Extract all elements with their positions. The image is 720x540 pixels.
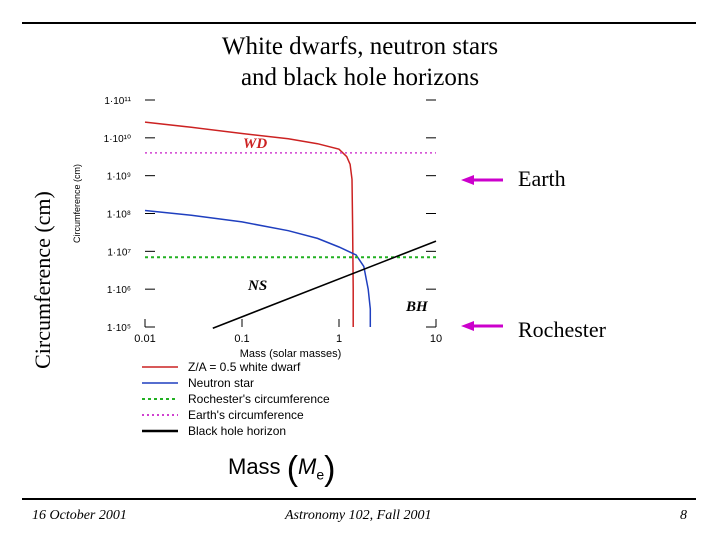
mass-word: Mass	[228, 454, 281, 479]
earth-label: Earth	[518, 166, 566, 191]
series-line-neutron-star: Neutron star	[144, 209, 372, 327]
annotation-ns: NS	[247, 278, 267, 294]
x-tick-label: 1	[336, 333, 342, 345]
x-tick-label: 0.1	[234, 333, 249, 345]
annotation-bh: BH	[405, 299, 429, 315]
top-rule	[22, 22, 696, 24]
y-tick-label: 1·10⁷	[107, 247, 131, 258]
chart-annotations: WD NS BH	[243, 136, 503, 331]
series-line-white-dwarf: Z/A = 0.5 white dwarf	[144, 121, 354, 327]
annotation-wd: WD	[243, 136, 267, 152]
y-tick-label: 1·10¹¹	[104, 96, 131, 107]
x-tick-label: 10	[430, 333, 442, 345]
x-axis-label: Mass (solar masses)	[240, 348, 341, 360]
x-tick-label: 0.01	[134, 333, 155, 345]
mass-symbol-label: Mass (Me)	[228, 450, 335, 489]
chart-axes: 1·10⁵ 1·10⁶ 1·10⁷ 1·10⁸ 1·10⁹ 1·10¹⁰ 1·10¹¹ 0.0…	[72, 96, 442, 360]
footer-date: 16 October 2001	[32, 508, 127, 523]
series-line-black-hole: Black hole horizon	[212, 240, 437, 329]
legend-label-rochester: Rochester's circumference	[188, 392, 330, 406]
y-tick-label: 1·10⁵	[107, 323, 131, 334]
y-tick-label: 1·10⁸	[107, 210, 131, 221]
y-axis-label: Circumference (cm)	[72, 164, 82, 243]
chart-legend: Z/A = 0.5 white dwarf Neutron star Rochest…	[142, 360, 330, 438]
legend-label-earth: Earth's circumference	[188, 408, 304, 422]
slide-title-line2: and black hole horizons	[240, 64, 480, 91]
footer-course: Astronomy 102, Fall 2001	[285, 508, 432, 523]
rochester-label: Rochester	[518, 317, 606, 342]
legend-label-neutron-star: Neutron star	[188, 376, 254, 390]
slide-title-line1: White dwarfs, neutron stars	[221, 33, 499, 60]
y-tick-label: 1·10⁶	[107, 285, 131, 296]
arrow-head-rochester-icon	[461, 321, 474, 331]
legend-label-black-hole: Black hole horizon	[188, 424, 286, 438]
y-tick-label: 1·10⁹	[107, 172, 131, 183]
mass-subscript: e	[316, 466, 325, 483]
bottom-rule	[22, 498, 696, 500]
y-axis-outer-label: Circumference (cm)	[30, 191, 55, 369]
y-tick-label: 1·10¹⁰	[104, 134, 131, 145]
footer-page: 8	[680, 508, 687, 523]
close-paren: )	[324, 450, 336, 488]
open-paren: (	[286, 450, 299, 488]
arrow-head-earth-icon	[461, 175, 474, 185]
mass-symbol: M	[298, 454, 317, 479]
legend-label-white-dwarf: Z/A = 0.5 white dwarf	[188, 360, 301, 374]
